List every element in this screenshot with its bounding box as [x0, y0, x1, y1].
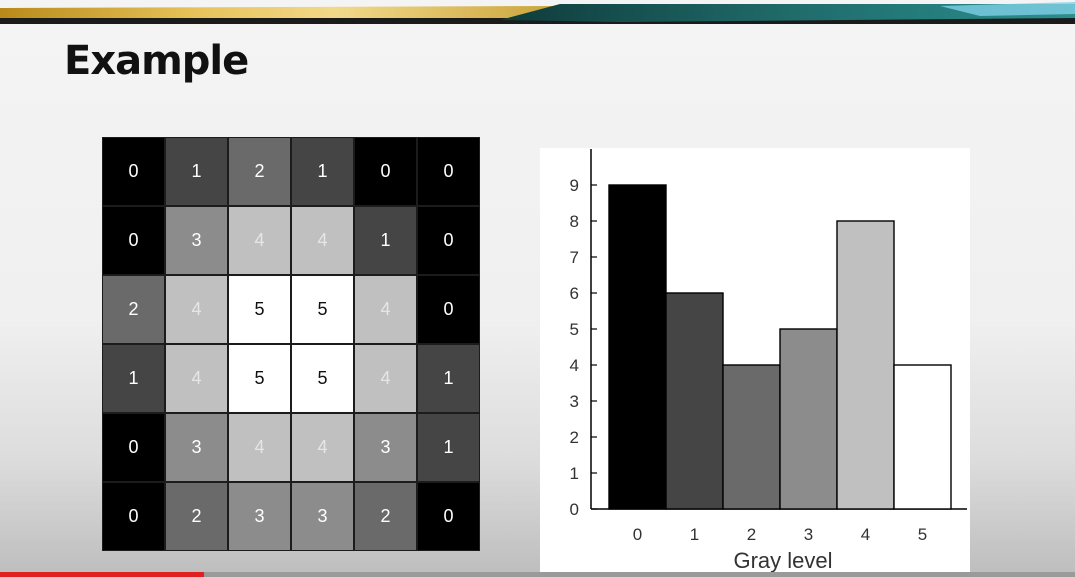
bar [665, 292, 724, 510]
y-tick-label: 3 [570, 392, 579, 411]
bar [893, 364, 952, 510]
bar [722, 364, 781, 510]
histogram-panel: 0 1 2 3 4 5 6 7 8 9 0 1 2 3 4 5 Gray level [540, 148, 970, 573]
grid-cell: 0 [417, 206, 480, 275]
grid-cell: 0 [102, 206, 165, 275]
bar [836, 220, 895, 510]
x-tick-label: 1 [690, 525, 699, 544]
x-tick-label: 3 [804, 525, 813, 544]
grid-cell: 0 [354, 137, 417, 206]
grid-cell: 0 [102, 137, 165, 206]
grid-cell: 3 [228, 482, 291, 551]
x-tick-label: 0 [633, 525, 642, 544]
grid-cell: 0 [417, 275, 480, 344]
x-tick-label: 4 [861, 525, 870, 544]
grid-cell: 4 [354, 275, 417, 344]
grid-cell: 1 [291, 137, 354, 206]
y-tick-label: 2 [570, 428, 579, 447]
grid-cell: 0 [102, 482, 165, 551]
grid-cell: 4 [228, 413, 291, 482]
x-axis-label: Gray level [733, 548, 832, 573]
grid-cell: 2 [165, 482, 228, 551]
grid-cell: 1 [354, 206, 417, 275]
grid-cell: 1 [102, 344, 165, 413]
x-tick-label: 2 [747, 525, 756, 544]
y-tick-label: 6 [570, 284, 579, 303]
slide-header-bar [0, 0, 1075, 28]
grid-cell: 1 [417, 413, 480, 482]
grid-cell: 4 [354, 344, 417, 413]
grid-cell: 4 [165, 275, 228, 344]
slide-title: Example [64, 38, 249, 84]
video-progress-bar[interactable] [0, 572, 1075, 577]
grid-cell: 5 [291, 275, 354, 344]
video-progress-fill [0, 572, 205, 577]
grid-cell: 2 [102, 275, 165, 344]
bar [608, 184, 667, 510]
y-tick-label: 5 [570, 320, 579, 339]
bar [779, 328, 838, 510]
x-tick-label: 5 [918, 525, 927, 544]
y-tick-label: 1 [570, 464, 579, 483]
grid-cell: 0 [102, 413, 165, 482]
grid-cell: 4 [291, 206, 354, 275]
grid-cell: 2 [228, 137, 291, 206]
grid-cell: 5 [228, 344, 291, 413]
y-tick-label: 7 [570, 248, 579, 267]
grid-cell: 0 [417, 482, 480, 551]
grid-cell: 3 [291, 482, 354, 551]
grid-cell: 3 [354, 413, 417, 482]
grid-cell: 1 [165, 137, 228, 206]
y-tick-label: 8 [570, 212, 579, 231]
y-tick-label: 4 [570, 356, 579, 375]
y-tick-label: 0 [570, 500, 579, 519]
histogram-chart: 0 1 2 3 4 5 6 7 8 9 0 1 2 3 4 5 Gray level [570, 149, 967, 573]
grid-cell: 5 [228, 275, 291, 344]
grid-cell: 0 [417, 137, 480, 206]
grid-cell: 2 [354, 482, 417, 551]
grid-cell: 4 [228, 206, 291, 275]
grid-cell: 1 [417, 344, 480, 413]
y-tick-label: 9 [570, 176, 579, 195]
grid-cell: 4 [291, 413, 354, 482]
grid-cell: 5 [291, 344, 354, 413]
grid-cell: 3 [165, 206, 228, 275]
grid-cell: 4 [165, 344, 228, 413]
grid-cell: 3 [165, 413, 228, 482]
